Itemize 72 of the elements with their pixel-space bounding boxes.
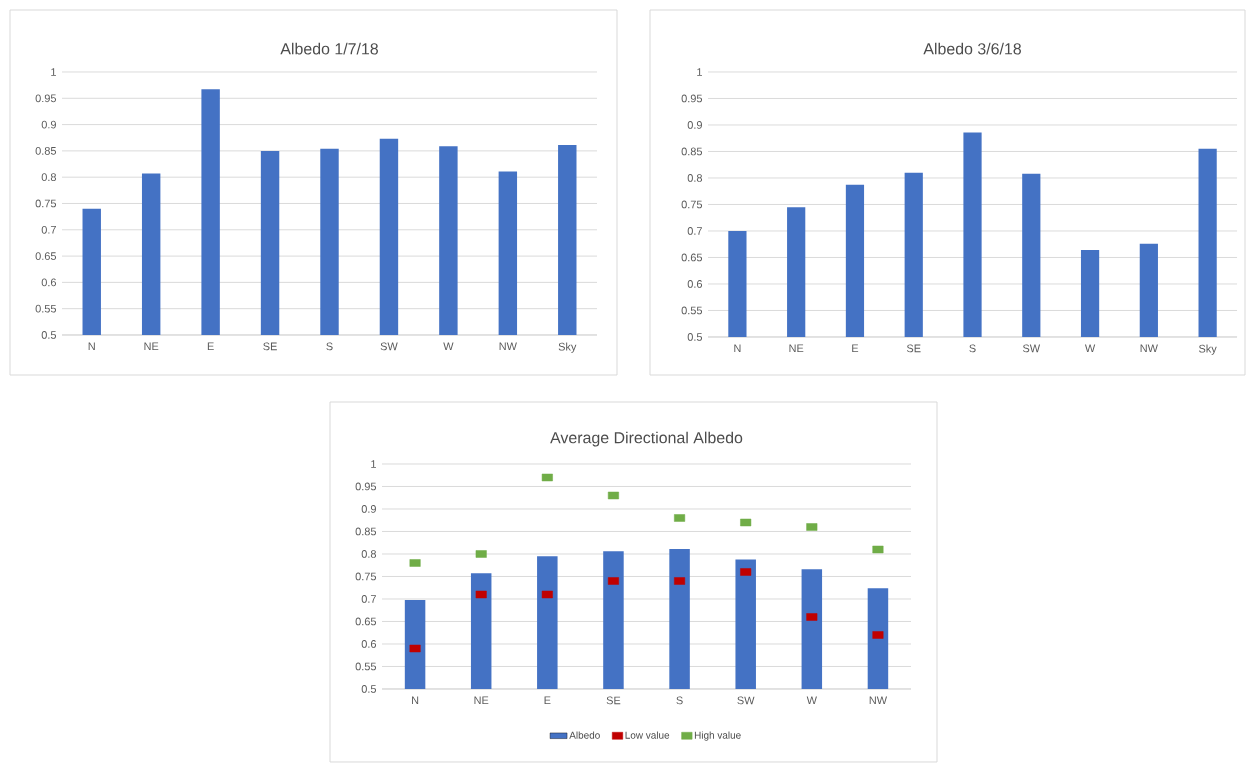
y-tick-label: 0.85 (35, 147, 57, 155)
x-tick-label: NE (144, 342, 159, 351)
point (475, 590, 487, 599)
x-tick-label: NW (499, 342, 517, 351)
x-tick-label: W (443, 342, 454, 351)
x-tick-label: N (412, 696, 419, 705)
x-tick-label: NE (474, 696, 489, 705)
x-tick-label: SW (737, 696, 755, 705)
y-tick-label: 0.5 (41, 331, 57, 339)
y-tick-label: 1 (51, 68, 56, 76)
legend-label: Low value (625, 731, 670, 739)
x-tick-label: N (88, 342, 95, 351)
y-tick-label: 0.65 (681, 253, 703, 262)
y-tick-label: 0.95 (355, 482, 377, 491)
y-tick-label: 0.5 (687, 333, 703, 341)
y-tick-label: 0.9 (361, 505, 376, 513)
y-tick-label: 0.7 (361, 595, 376, 603)
x-tick-label: S (676, 696, 683, 705)
y-tick-label: 0.85 (355, 527, 377, 536)
y-tick-label: 0.75 (681, 200, 703, 209)
y-tick-label: 0.55 (681, 306, 703, 315)
x-tick-label: SW (380, 342, 398, 351)
y-tick-label: 0.6 (361, 640, 377, 648)
point (409, 644, 421, 653)
y-tick-label: 0.7 (41, 225, 56, 234)
x-tick-label: W (1084, 344, 1096, 353)
chart-title: Average Directional Albedo (550, 431, 743, 447)
point (872, 545, 884, 554)
y-tick-label: 0.9 (687, 121, 702, 129)
x-tick-label: SE (263, 342, 277, 351)
point (740, 518, 752, 527)
x-tick-label: W (806, 696, 817, 705)
y-tick-label: 1 (697, 68, 702, 76)
x-tick-label: NW (1140, 344, 1158, 353)
x-tick-label: Sky (1198, 344, 1217, 355)
x-tick-label: E (207, 342, 214, 351)
y-tick-label: 0.75 (355, 572, 377, 581)
y-tick-label: 0.75 (35, 199, 57, 208)
x-tick-label: NW (869, 696, 888, 705)
y-tick-label: 0.8 (361, 550, 377, 558)
chart-title: Albedo 1/7/18 (280, 42, 378, 55)
y-tick-label: 0.65 (355, 617, 377, 626)
x-tick-label: E (544, 696, 551, 705)
x-tick-label: SE (906, 344, 921, 353)
chart-title: Albedo 3/6/18 (923, 42, 1021, 55)
x-tick-label: SE (606, 696, 621, 705)
point (541, 590, 553, 599)
y-tick-label: 0.55 (35, 304, 57, 313)
y-tick-label: 0.55 (355, 662, 377, 671)
x-tick-label: S (969, 344, 976, 353)
y-tick-label: 0.8 (687, 174, 703, 182)
y-tick-label: 0.9 (41, 120, 56, 129)
y-tick-label: 0.95 (35, 94, 57, 103)
y-tick-label: 1 (371, 460, 376, 468)
y-tick-label: 0.65 (35, 252, 57, 260)
x-tick-label: N (734, 344, 741, 353)
y-tick-label: 0.8 (41, 173, 56, 182)
y-tick-label: 0.7 (687, 227, 702, 235)
legend-label: High value (694, 731, 741, 741)
x-tick-label: SW (1022, 344, 1041, 353)
x-tick-label: Sky (558, 342, 577, 353)
x-tick-label: E (852, 344, 859, 353)
y-tick-label: 0.6 (687, 280, 703, 288)
x-tick-label: NE (789, 344, 804, 353)
point (607, 491, 619, 500)
y-tick-label: 0.95 (681, 94, 703, 103)
y-tick-label: 0.5 (361, 685, 377, 693)
y-tick-label: 0.85 (681, 147, 703, 156)
x-tick-label: S (326, 342, 333, 351)
y-tick-label: 0.6 (41, 278, 56, 287)
legend-label: Albedo (569, 731, 600, 739)
point (541, 473, 553, 482)
